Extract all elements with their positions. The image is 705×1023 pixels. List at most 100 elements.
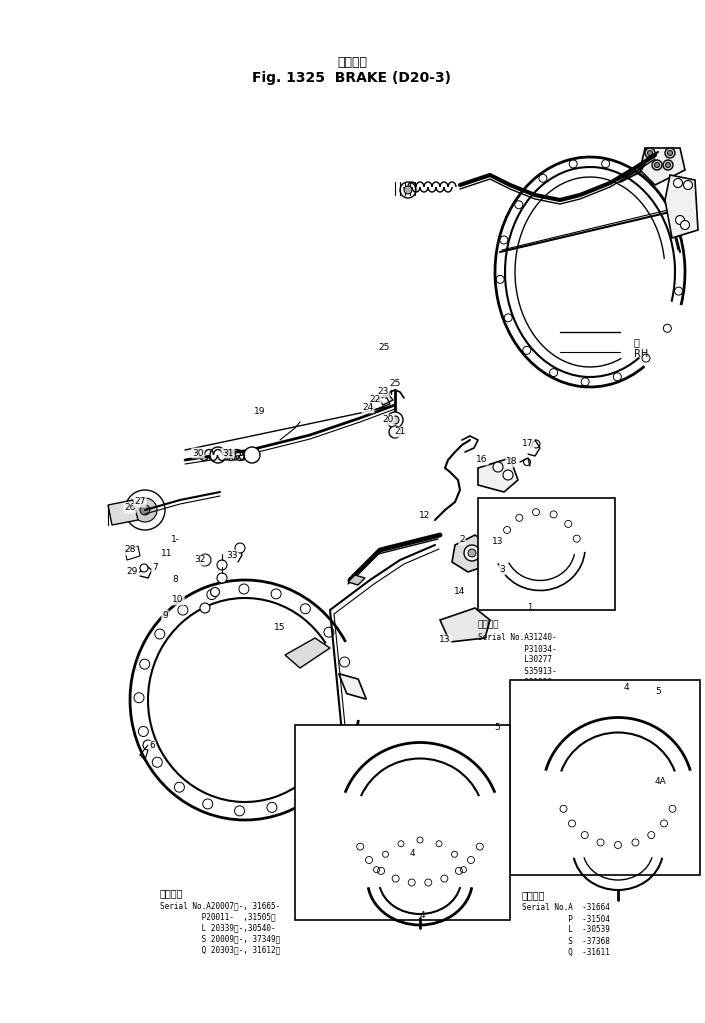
Circle shape xyxy=(389,426,401,438)
Text: 16: 16 xyxy=(477,455,488,464)
Circle shape xyxy=(675,216,685,224)
Text: L30277: L30277 xyxy=(478,656,552,665)
Text: 13: 13 xyxy=(492,537,504,546)
Circle shape xyxy=(503,470,513,480)
Circle shape xyxy=(684,180,692,189)
Bar xyxy=(510,680,700,875)
Text: 29: 29 xyxy=(126,568,137,577)
Polygon shape xyxy=(285,638,330,668)
Circle shape xyxy=(647,150,653,155)
Circle shape xyxy=(524,557,536,569)
Polygon shape xyxy=(108,500,138,525)
Circle shape xyxy=(217,560,227,570)
Text: 4: 4 xyxy=(419,910,425,920)
Text: 17: 17 xyxy=(522,440,534,448)
Circle shape xyxy=(680,221,689,229)
Circle shape xyxy=(493,462,503,472)
Text: ブレーキ: ブレーキ xyxy=(337,55,367,69)
Text: 8: 8 xyxy=(172,576,178,584)
Circle shape xyxy=(235,543,245,553)
Text: 5: 5 xyxy=(494,723,500,732)
Circle shape xyxy=(464,545,480,561)
Text: Serial No.A20007～-, 31665-: Serial No.A20007～-, 31665- xyxy=(160,901,281,910)
Polygon shape xyxy=(452,535,490,572)
Circle shape xyxy=(336,752,352,768)
Circle shape xyxy=(210,447,226,463)
Text: S  -37368: S -37368 xyxy=(522,936,610,945)
Text: 7: 7 xyxy=(152,564,158,573)
Text: P31034-: P31034- xyxy=(478,644,557,654)
Text: 11: 11 xyxy=(161,549,173,559)
Text: P20011-  ,31505～: P20011- ,31505～ xyxy=(160,913,276,922)
Text: S35913-: S35913- xyxy=(478,667,557,675)
Text: 18: 18 xyxy=(506,457,517,466)
Text: 適用号機: 適用号機 xyxy=(160,888,183,898)
Text: 適用号機: 適用号機 xyxy=(522,890,546,900)
Text: Q 20303～-, 31612～: Q 20303～-, 31612～ xyxy=(160,945,281,954)
Circle shape xyxy=(143,740,153,750)
Text: 4A: 4A xyxy=(654,777,666,787)
Text: 左
LH: 左 LH xyxy=(464,724,477,746)
Text: 24: 24 xyxy=(362,403,374,412)
Polygon shape xyxy=(478,458,518,492)
Circle shape xyxy=(663,160,673,170)
Polygon shape xyxy=(324,758,357,760)
Text: Serial No.A31240-: Serial No.A31240- xyxy=(478,633,557,642)
Circle shape xyxy=(673,178,682,187)
Polygon shape xyxy=(440,608,490,642)
Text: Serial No.A  -31664: Serial No.A -31664 xyxy=(522,903,610,913)
Circle shape xyxy=(211,587,219,596)
Circle shape xyxy=(668,150,673,155)
Text: 26: 26 xyxy=(124,503,135,513)
Text: 2: 2 xyxy=(459,535,465,544)
Text: 4: 4 xyxy=(409,848,415,857)
Text: 13: 13 xyxy=(439,635,450,644)
Text: 21: 21 xyxy=(394,428,405,437)
Text: L 20339～-,30540-: L 20339～-,30540- xyxy=(160,924,276,933)
Circle shape xyxy=(654,163,659,168)
Text: S 20009～-, 37349～: S 20009～-, 37349～ xyxy=(160,934,281,943)
Text: 28: 28 xyxy=(124,545,135,554)
Text: 9: 9 xyxy=(162,611,168,620)
Text: 3: 3 xyxy=(499,566,505,575)
Polygon shape xyxy=(487,528,535,565)
Text: 23: 23 xyxy=(377,388,388,397)
Text: 14: 14 xyxy=(454,587,466,596)
Polygon shape xyxy=(665,175,698,238)
Text: 30: 30 xyxy=(192,448,204,457)
Text: 12: 12 xyxy=(419,510,431,520)
Text: P  -31504: P -31504 xyxy=(522,915,610,924)
Text: 19: 19 xyxy=(255,407,266,416)
Circle shape xyxy=(468,549,476,557)
Text: 31: 31 xyxy=(222,448,234,457)
Circle shape xyxy=(125,490,165,530)
Text: 10: 10 xyxy=(172,595,184,605)
Text: 5: 5 xyxy=(655,687,661,697)
Text: 32: 32 xyxy=(195,555,206,565)
Text: 1-: 1- xyxy=(171,535,180,544)
Text: 20: 20 xyxy=(382,415,393,425)
Text: 25: 25 xyxy=(379,344,390,353)
Text: L  -30539: L -30539 xyxy=(522,926,610,934)
Text: 右
RH: 右 RH xyxy=(634,338,649,359)
Circle shape xyxy=(217,573,227,583)
Text: Q  -31611: Q -31611 xyxy=(522,947,610,957)
Circle shape xyxy=(666,163,670,168)
Circle shape xyxy=(387,412,403,428)
Bar xyxy=(295,725,510,920)
Text: 27: 27 xyxy=(135,497,146,506)
Polygon shape xyxy=(640,148,685,185)
Text: 22: 22 xyxy=(369,396,381,404)
Circle shape xyxy=(140,564,148,572)
Circle shape xyxy=(404,186,412,194)
Text: 1: 1 xyxy=(527,604,532,613)
Circle shape xyxy=(665,148,675,158)
Polygon shape xyxy=(348,575,365,585)
Circle shape xyxy=(391,416,399,424)
Text: 25: 25 xyxy=(389,379,400,388)
Text: 4: 4 xyxy=(623,683,629,693)
Circle shape xyxy=(140,505,150,515)
Text: Fig. 1325  BRAKE (D20-3): Fig. 1325 BRAKE (D20-3) xyxy=(252,71,451,85)
Polygon shape xyxy=(125,546,140,560)
Circle shape xyxy=(199,554,211,566)
